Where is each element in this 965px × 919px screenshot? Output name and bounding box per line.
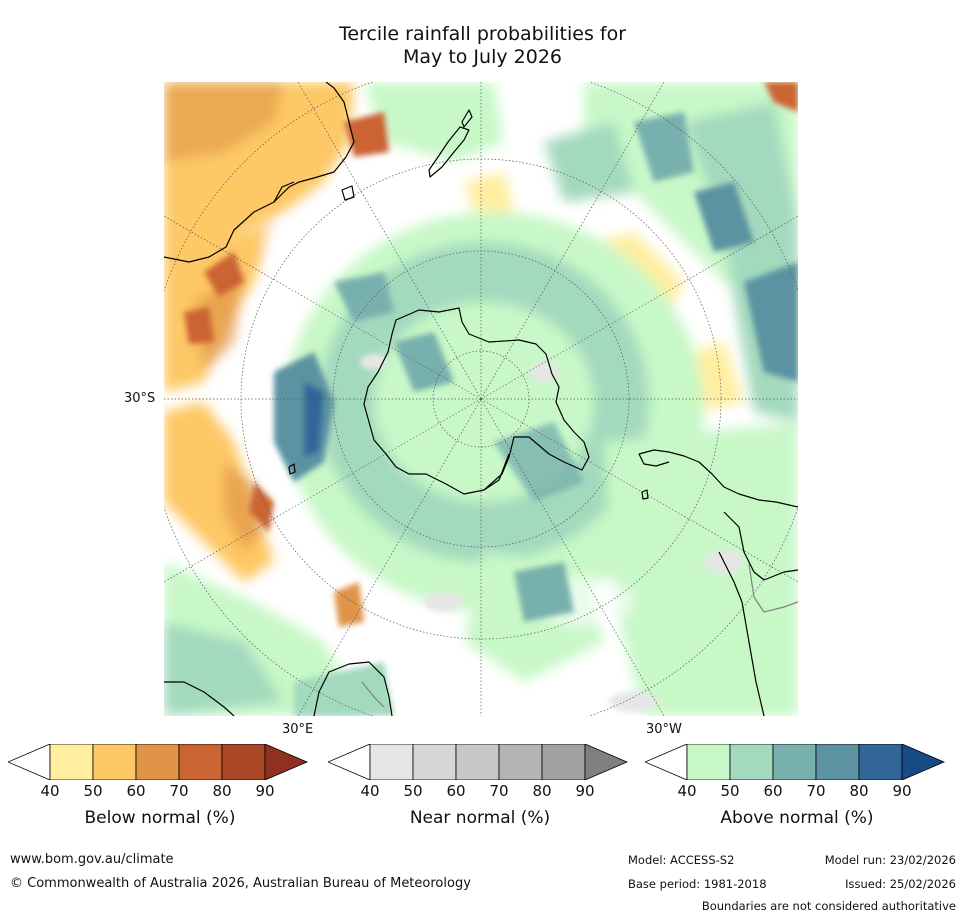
colorbar-above-title: Above normal (%) [720,808,874,828]
colorbar-below-segment [49,744,94,780]
colorbar-below-tick: 50 [83,782,103,800]
colorbar-near-tick: 40 [360,782,380,800]
colorbar-near-segment [498,744,543,780]
colorbar-below-tick: 70 [169,782,189,800]
africa-coast [313,661,393,716]
colorbar-below-segment [92,744,137,780]
colorbar-above-tick: 90 [892,782,912,800]
colorbar-below-segment [178,744,223,780]
colorbar-near-ticks: 40 50 60 70 80 90 [328,782,632,802]
colorbar-below-tick: 40 [40,782,60,800]
lon-label-30e: 30°E [282,722,314,737]
australia-coast [164,82,355,263]
new-zealand-coast [428,126,470,178]
colorbar-above-segment [772,744,817,780]
colorbar-below-segment [135,744,180,780]
map-title-line-1: Tercile rainfall probabilities for [338,23,627,45]
footer-model-run: Model run: 23/02/2026 [824,853,956,867]
country-borders [361,563,798,708]
colorbar-above-ticks: 40 50 60 70 80 90 [645,782,949,802]
colorbar-below-tick: 80 [212,782,232,800]
colorbar-below-max-extension [264,744,309,780]
colorbar-above-min-extension [645,744,688,780]
colorbar-near-tick: 70 [489,782,509,800]
lat-label-30s: 30°S [124,391,156,406]
colorbar-above-segment [815,744,860,780]
colorbar-below-tick: 60 [126,782,146,800]
colorbar-near-tick: 80 [532,782,552,800]
colorbar-above-tick: 70 [806,782,826,800]
footer-url: www.bom.gov.au/climate [10,852,174,867]
colorbar-above-normal [645,744,946,780]
colorbar-near-title: Near normal (%) [409,808,551,828]
colorbar-above-segment [858,744,903,780]
colorbar-above-segment [729,744,774,780]
colorbar-above-tick: 60 [763,782,783,800]
footer-copyright: © Commonwealth of Australia 2026, Austra… [10,876,471,891]
lon-label-30w: 30°W [646,722,682,737]
colorbar-below-ticks: 40 50 60 70 80 90 [8,782,312,802]
footer-disclaimer: Boundaries are not considered authoritat… [701,899,956,913]
graticule [164,82,798,716]
colorbar-near-segment [541,744,586,780]
polar-rainfall-map [164,82,798,716]
colorbar-above-tick: 50 [720,782,740,800]
colorbar-above-tick: 80 [849,782,869,800]
colorbar-below-segment [221,744,266,780]
colorbar-above-segment [686,744,731,780]
coastlines [164,82,798,716]
footer-issued: Issued: 25/02/2026 [845,877,956,891]
colorbar-near-segment [455,744,500,780]
map-title-line-2: May to July 2026 [403,46,562,68]
colorbar-below-normal [8,744,309,780]
colorbar-near-tick: 90 [575,782,595,800]
footer-base-period: Base period: 1981-2018 [628,877,767,891]
colorbar-near-segment [369,744,414,780]
colorbar-near-tick: 50 [403,782,423,800]
colorbar-near-min-extension [328,744,371,780]
antarctica-coast [363,307,590,495]
colorbar-below-tick: 90 [255,782,275,800]
colorbar-below-min-extension [8,744,51,780]
colorbar-near-segment [412,744,457,780]
colorbar-below-title: Below normal (%) [84,808,236,828]
colorbar-near-normal [328,744,629,780]
colorbar-above-max-extension [901,744,946,780]
footer-model: Model: ACCESS-S2 [628,853,735,867]
colorbar-near-max-extension [584,744,629,780]
south-america-coast [638,449,798,508]
colorbar-above-tick: 40 [677,782,697,800]
colorbar-near-tick: 60 [446,782,466,800]
